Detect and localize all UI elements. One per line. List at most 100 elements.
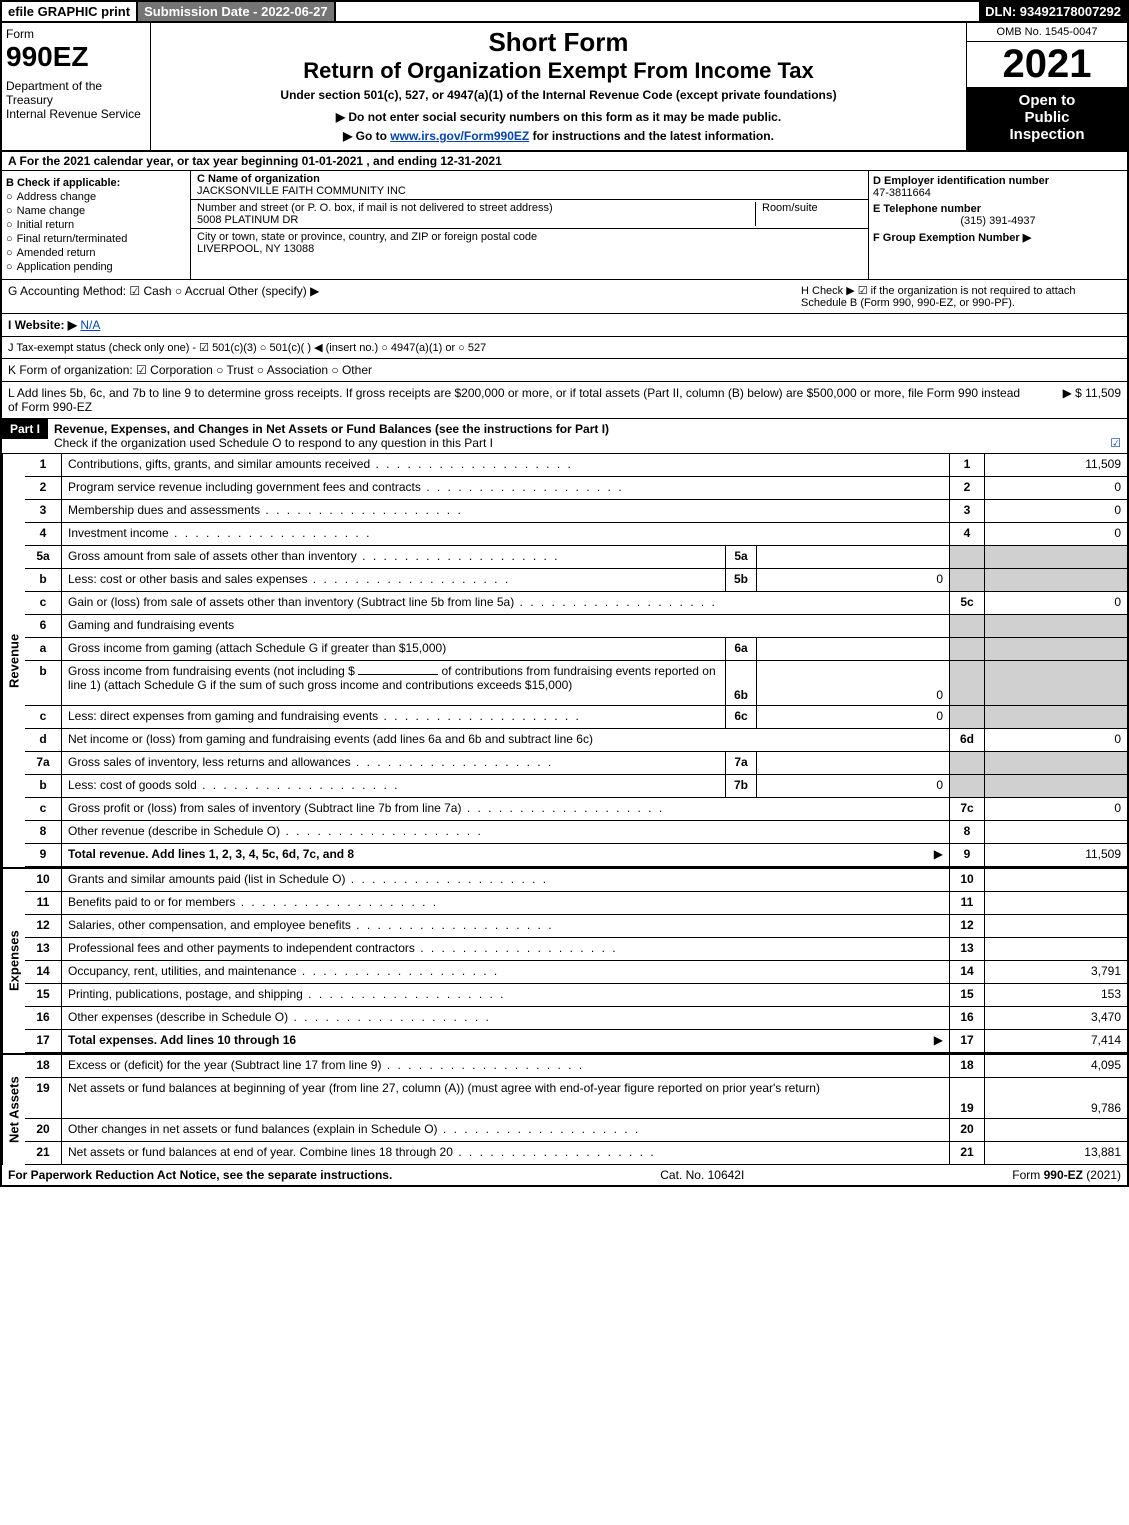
- row-8: 8 Other revenue (describe in Schedule O)…: [25, 821, 1127, 844]
- ln20-ref: 20: [949, 1119, 984, 1141]
- ln7b-val-shade: [984, 775, 1127, 797]
- dept-label: Department of the Treasury: [6, 79, 146, 107]
- ln6c-val-shade: [984, 706, 1127, 728]
- top-bar: efile GRAPHIC print Submission Date - 20…: [0, 0, 1129, 23]
- ln9-desc-text: Total revenue. Add lines 1, 2, 3, 4, 5c,…: [68, 847, 354, 861]
- ln6a-sub: 6a: [725, 638, 756, 660]
- form-label: Form: [6, 27, 146, 41]
- ln3-desc: Membership dues and assessments: [62, 500, 949, 522]
- expenses-vert-label: Expenses: [2, 869, 25, 1053]
- ln16-ref: 16: [949, 1007, 984, 1029]
- row-i: I Website: ▶ N/A: [0, 314, 1129, 337]
- ln17-num: 17: [25, 1030, 62, 1052]
- short-form-title: Short Form: [155, 27, 962, 58]
- ln8-desc: Other revenue (describe in Schedule O): [62, 821, 949, 843]
- ln7b-ref-shade: [949, 775, 984, 797]
- ln12-val: [984, 915, 1127, 937]
- ln5b-subval: 0: [756, 569, 949, 591]
- ln9-num: 9: [25, 844, 62, 866]
- ln6-desc: Gaming and fundraising events: [62, 615, 949, 637]
- ln5b-desc: Less: cost or other basis and sales expe…: [62, 569, 725, 591]
- ln3-val: 0: [984, 500, 1127, 522]
- e-header: E Telephone number: [873, 203, 1123, 215]
- submission-date: Submission Date - 2022-06-27: [136, 2, 336, 21]
- ln21-desc: Net assets or fund balances at end of ye…: [62, 1142, 949, 1164]
- revenue-vert-label: Revenue: [2, 454, 25, 867]
- ln21-val: 13,881: [984, 1142, 1127, 1164]
- ln2-num: 2: [25, 477, 62, 499]
- ln9-arrow: ▶: [934, 847, 943, 861]
- part1-label: Part I: [2, 419, 48, 439]
- ln6a-subval: [756, 638, 949, 660]
- row-7c: c Gross profit or (loss) from sales of i…: [25, 798, 1127, 821]
- ln6c-ref-shade: [949, 706, 984, 728]
- ln12-desc: Salaries, other compensation, and employ…: [62, 915, 949, 937]
- ln6b-val-shade: [984, 661, 1127, 705]
- row-10: 10 Grants and similar amounts paid (list…: [25, 869, 1127, 892]
- chk-address-change[interactable]: Address change: [6, 191, 186, 203]
- ln7a-num: 7a: [25, 752, 62, 774]
- ln7c-num: c: [25, 798, 62, 820]
- header-left: Form 990EZ Department of the Treasury In…: [2, 23, 151, 150]
- chk-amended-return[interactable]: Amended return: [6, 247, 186, 259]
- ln6c-sub: 6c: [725, 706, 756, 728]
- ln5a-desc: Gross amount from sale of assets other t…: [62, 546, 725, 568]
- row-l: L Add lines 5b, 6c, and 7b to line 9 to …: [0, 382, 1129, 419]
- row-14: 14 Occupancy, rent, utilities, and maint…: [25, 961, 1127, 984]
- chk-name-change[interactable]: Name change: [6, 205, 186, 217]
- ln7a-subval: [756, 752, 949, 774]
- col-def: D Employer identification number 47-3811…: [869, 171, 1127, 279]
- row-5a: 5a Gross amount from sale of assets othe…: [25, 546, 1127, 569]
- c-city-label: City or town, state or province, country…: [197, 231, 862, 243]
- row-19: 19 Net assets or fund balances at beginn…: [25, 1078, 1127, 1119]
- ln8-ref: 8: [949, 821, 984, 843]
- ln7a-sub: 7a: [725, 752, 756, 774]
- ln17-desc-text: Total expenses. Add lines 10 through 16: [68, 1033, 296, 1047]
- ln6a-num: a: [25, 638, 62, 660]
- bullet2-pre: ▶ Go to: [343, 129, 390, 143]
- ln5b-sub: 5b: [725, 569, 756, 591]
- chk-initial-return[interactable]: Initial return: [6, 219, 186, 231]
- row-18: 18 Excess or (deficit) for the year (Sub…: [25, 1055, 1127, 1078]
- row-3: 3 Membership dues and assessments 3 0: [25, 500, 1127, 523]
- org-name: JACKSONVILLE FAITH COMMUNITY INC: [197, 185, 862, 197]
- ln18-num: 18: [25, 1055, 62, 1077]
- row-4: 4 Investment income 4 0: [25, 523, 1127, 546]
- irs-link[interactable]: www.irs.gov/Form990EZ: [390, 129, 529, 143]
- ln5a-sub: 5a: [725, 546, 756, 568]
- ln14-desc: Occupancy, rent, utilities, and maintena…: [62, 961, 949, 983]
- row-6b: b Gross income from fundraising events (…: [25, 661, 1127, 706]
- ln9-desc: Total revenue. Add lines 1, 2, 3, 4, 5c,…: [62, 844, 949, 866]
- ln16-val: 3,470: [984, 1007, 1127, 1029]
- c-name-cell: C Name of organization JACKSONVILLE FAIT…: [191, 171, 868, 200]
- row-k: K Form of organization: ☑ Corporation ○ …: [0, 359, 1129, 382]
- footer-right-bold: 990-EZ: [1044, 1168, 1083, 1182]
- row-15: 15 Printing, publications, postage, and …: [25, 984, 1127, 1007]
- ln20-desc: Other changes in net assets or fund bala…: [62, 1119, 949, 1141]
- ln7a-desc: Gross sales of inventory, less returns a…: [62, 752, 725, 774]
- ln17-arrow: ▶: [934, 1033, 943, 1047]
- ln6a-desc: Gross income from gaming (attach Schedul…: [62, 638, 725, 660]
- ln20-val: [984, 1119, 1127, 1141]
- ln6b-sub: 6b: [725, 661, 756, 705]
- ln4-desc: Investment income: [62, 523, 949, 545]
- ln6d-ref: 6d: [949, 729, 984, 751]
- ln8-val: [984, 821, 1127, 843]
- website-link[interactable]: N/A: [80, 318, 100, 332]
- ln6d-val: 0: [984, 729, 1127, 751]
- footer-left: For Paperwork Reduction Act Notice, see …: [8, 1168, 392, 1182]
- chk-final-return[interactable]: Final return/terminated: [6, 233, 186, 245]
- ln16-desc: Other expenses (describe in Schedule O): [62, 1007, 949, 1029]
- ln5c-num: c: [25, 592, 62, 614]
- part1-grid: Revenue 1 Contributions, gifts, grants, …: [0, 454, 1129, 1165]
- chk-application-pending[interactable]: Application pending: [6, 261, 186, 273]
- ln1-num: 1: [25, 454, 62, 476]
- row-17: 17 Total expenses. Add lines 10 through …: [25, 1030, 1127, 1053]
- row-16: 16 Other expenses (describe in Schedule …: [25, 1007, 1127, 1030]
- ln10-val: [984, 869, 1127, 891]
- ln4-ref: 4: [949, 523, 984, 545]
- ln15-val: 153: [984, 984, 1127, 1006]
- f-header: F Group Exemption Number ▶: [873, 231, 1123, 244]
- inspection-badge: Open to Public Inspection: [967, 88, 1127, 150]
- ln1-val: 11,509: [984, 454, 1127, 476]
